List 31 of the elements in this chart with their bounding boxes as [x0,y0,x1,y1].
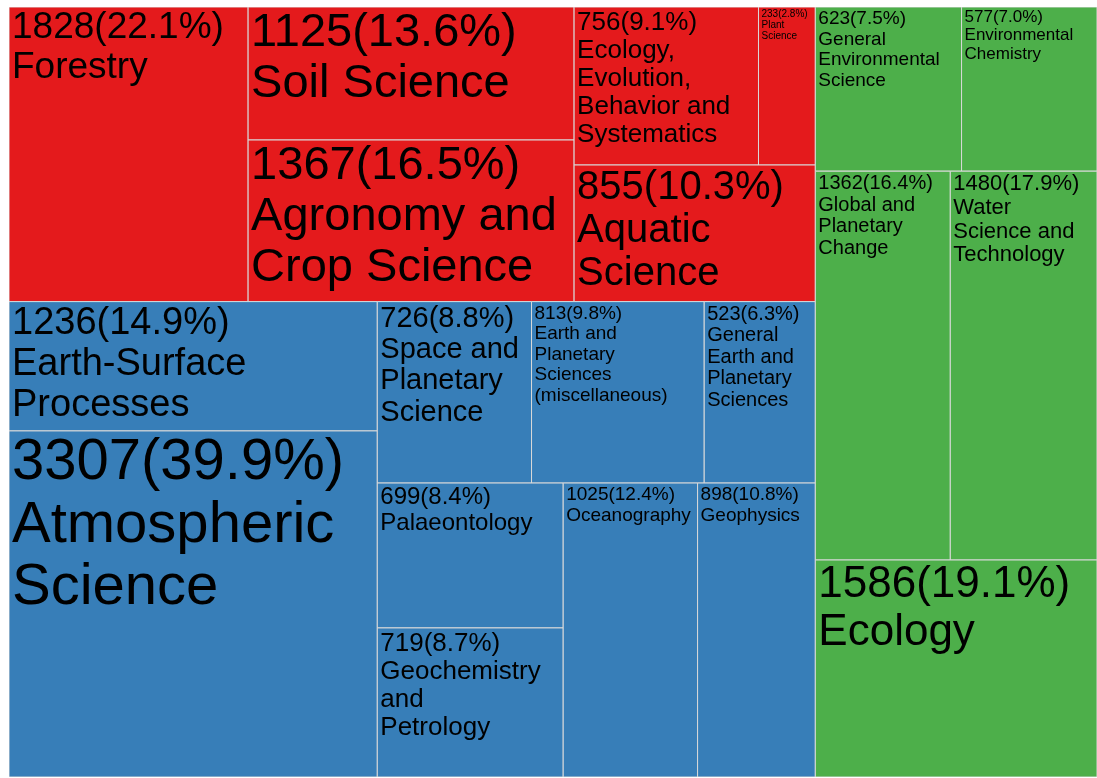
data-label: 813(9.8%) [534,301,623,323]
data-label: 577(7.0%) [964,7,1043,26]
category-label: Geophysics [700,503,800,525]
category-label: Aquatic Science [577,206,720,294]
category-label: Earth and Planetary Sciences (miscellaneous) [534,322,668,405]
category-label: Environmental Chemistry [964,25,1074,63]
data-label: 699(8.4%) [380,482,492,510]
category-label: Global and Planetary Change [818,192,916,258]
data-label: 1828(22.1%) [12,5,224,46]
data-label: 855(10.3%) [577,163,784,208]
data-label: 1480(17.9%) [953,170,1080,196]
data-label: 523(6.3%) [707,301,800,324]
category-label: Ecology, Evolution, Behavior and Systematics [577,34,731,149]
data-label: 719(8.7%) [380,626,501,657]
data-label: 3307(39.9%) [12,425,345,491]
data-label: 623(7.5%) [818,7,906,28]
category-label: Geochemistry and Petrology [380,655,541,742]
data-label: 726(8.8%) [380,300,515,333]
data-label: 1586(19.1%) [818,557,1071,607]
data-label: 1025(12.4%) [566,483,675,505]
data-label: 1367(16.5%) [251,136,521,189]
category-label: General Earth and Planetary Sciences [707,323,794,411]
data-label: 233(2.8%) [761,8,808,19]
category-label: General Environmental Science [818,27,940,90]
data-label: 1236(14.9%) [12,299,230,342]
category-label: Plant Science [761,18,798,41]
data-label: 1362(16.4%) [818,171,933,194]
category-label: Oceanography [566,503,692,525]
data-label: 898(10.8%) [700,483,799,505]
data-label: 756(9.1%) [577,6,698,36]
data-label: 1125(13.6%) [251,3,517,56]
